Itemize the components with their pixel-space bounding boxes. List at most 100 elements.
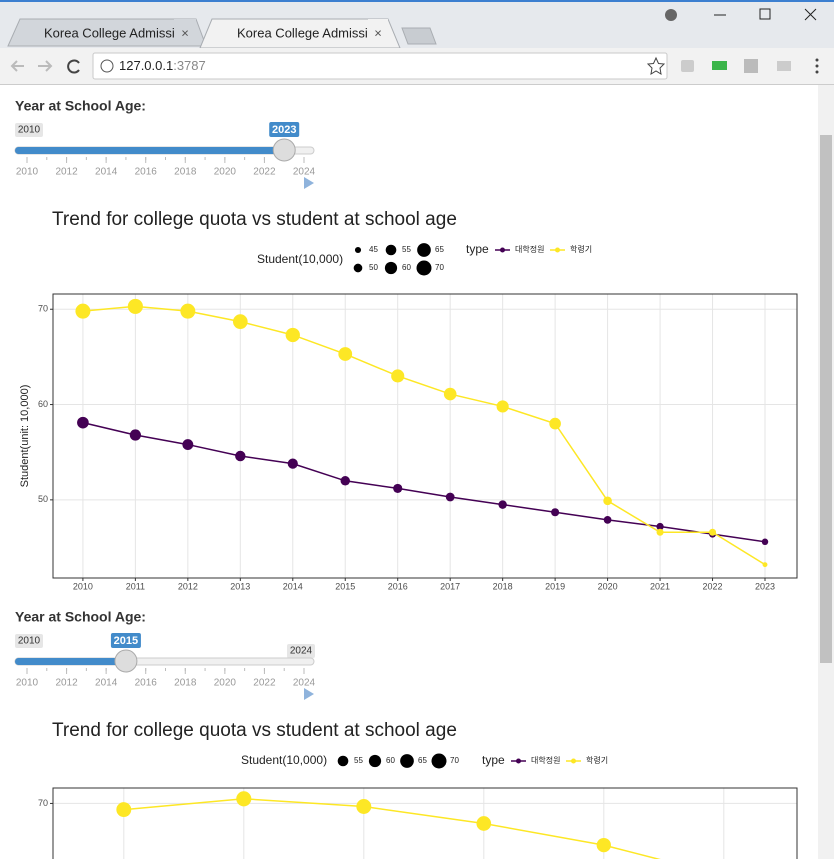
scrollbar[interactable] bbox=[818, 85, 834, 859]
data-point bbox=[603, 516, 612, 524]
data-point bbox=[393, 483, 403, 493]
size-legend-label: 50 bbox=[369, 263, 378, 272]
tab-close[interactable]: × bbox=[374, 25, 382, 40]
data-point bbox=[603, 496, 612, 506]
legend-label: 대학정원 bbox=[515, 244, 544, 254]
data-point bbox=[116, 802, 132, 818]
slider-label: Year at School Age: bbox=[15, 98, 146, 114]
back[interactable] bbox=[10, 60, 24, 72]
info-icon[interactable] bbox=[100, 59, 114, 73]
tab-close[interactable]: × bbox=[181, 25, 189, 40]
data-point bbox=[129, 429, 141, 441]
data-point bbox=[127, 298, 143, 314]
forward[interactable] bbox=[38, 60, 53, 72]
legend-label: 학령기 bbox=[570, 244, 592, 254]
x-tick-label: 2019 bbox=[545, 581, 565, 591]
account-icon[interactable] bbox=[665, 9, 677, 21]
data-point bbox=[235, 450, 246, 462]
app-content: Year at School Age: 2010 2023 2010 2012 2014 2… bbox=[0, 85, 818, 859]
extension[interactable] bbox=[712, 61, 727, 70]
slider-handle[interactable] bbox=[114, 649, 138, 673]
data-point bbox=[498, 500, 507, 509]
data-point bbox=[656, 522, 664, 531]
size-legend-title: Student(10,000) bbox=[241, 753, 327, 767]
size-legend-dot bbox=[368, 754, 382, 768]
plot-border bbox=[52, 293, 798, 579]
menu[interactable] bbox=[815, 64, 819, 68]
extension[interactable] bbox=[777, 61, 791, 71]
x-tick-label: 2022 bbox=[703, 581, 723, 591]
window-border bbox=[0, 0, 834, 2]
size-legend-label: 65 bbox=[418, 756, 427, 765]
slider-handle[interactable] bbox=[272, 138, 296, 162]
x-tick-label: 2020 bbox=[598, 581, 618, 591]
data-point bbox=[287, 458, 298, 469]
app: Year at School Age: 2010 2023 2010 2012 2014 2… bbox=[14, 98, 798, 859]
plot-border bbox=[52, 787, 798, 859]
data-point bbox=[182, 439, 194, 451]
data-point bbox=[496, 400, 509, 413]
close[interactable] bbox=[804, 8, 817, 21]
reload[interactable] bbox=[67, 59, 80, 74]
data-point bbox=[340, 476, 350, 486]
slider-tick-label: 2024 bbox=[293, 678, 316, 689]
menu[interactable] bbox=[815, 70, 819, 74]
play-button[interactable] bbox=[304, 177, 314, 189]
slider-tick-label: 2016 bbox=[135, 167, 158, 178]
data-point bbox=[443, 387, 457, 401]
size-legend-label: 55 bbox=[402, 245, 411, 254]
x-tick-label: 2015 bbox=[335, 581, 355, 591]
menu[interactable] bbox=[815, 58, 819, 62]
slider-tick-label: 2020 bbox=[214, 167, 237, 178]
data-point bbox=[761, 538, 769, 546]
new-tab[interactable] bbox=[401, 27, 437, 45]
data-point bbox=[656, 528, 664, 536]
series-line bbox=[82, 305, 766, 566]
scroll-thumb[interactable] bbox=[820, 135, 832, 663]
size-legend-label: 55 bbox=[354, 756, 363, 765]
data-point bbox=[709, 528, 717, 536]
data-point bbox=[551, 508, 560, 517]
legend-title: type bbox=[482, 753, 505, 767]
url-port: :3787 bbox=[173, 58, 206, 73]
chart-title: Trend for college quota vs student at sc… bbox=[52, 209, 457, 230]
slider-tick-label: 2024 bbox=[293, 167, 316, 178]
data-point bbox=[762, 562, 768, 568]
size-legend-label: 45 bbox=[369, 245, 378, 254]
x-tick-label: 2021 bbox=[650, 581, 670, 591]
size-legend-dot bbox=[384, 261, 398, 275]
data-point bbox=[232, 314, 248, 329]
play-button[interactable] bbox=[304, 688, 314, 700]
extension[interactable] bbox=[681, 60, 694, 72]
y-axis-label: Student(unit: 10,000) bbox=[19, 385, 31, 488]
slider-tick-label: 2012 bbox=[55, 167, 78, 178]
x-tick-label: 2017 bbox=[440, 581, 460, 591]
slider-tick-label: 2014 bbox=[95, 167, 118, 178]
x-tick-label: 2011 bbox=[126, 581, 145, 591]
slider-fill bbox=[15, 658, 126, 665]
address-bar[interactable] bbox=[92, 52, 668, 80]
legend-dot bbox=[500, 247, 505, 253]
slider-label: Year at School Age: bbox=[15, 609, 146, 625]
max-label: 2024 bbox=[290, 646, 313, 657]
bookmark-star[interactable] bbox=[646, 56, 666, 75]
legend-dot bbox=[571, 758, 576, 764]
extension[interactable] bbox=[744, 59, 758, 73]
x-tick-label: 2013 bbox=[230, 581, 250, 591]
x-tick-label: 2018 bbox=[493, 581, 513, 591]
size-legend-dot bbox=[400, 754, 414, 768]
size-legend-label: 70 bbox=[435, 263, 444, 272]
data-point bbox=[445, 492, 455, 502]
data-point bbox=[391, 369, 405, 383]
x-tick-label: 2012 bbox=[178, 581, 198, 591]
size-legend-title: Student(10,000) bbox=[257, 252, 343, 266]
series-line bbox=[123, 798, 661, 859]
plot-background bbox=[53, 788, 797, 859]
legend-label: 학령기 bbox=[586, 755, 608, 765]
size-legend-dot bbox=[431, 753, 447, 769]
maximize[interactable] bbox=[759, 8, 771, 20]
data-point bbox=[356, 799, 372, 814]
series-line bbox=[82, 421, 766, 543]
size-legend-dot bbox=[354, 246, 362, 254]
